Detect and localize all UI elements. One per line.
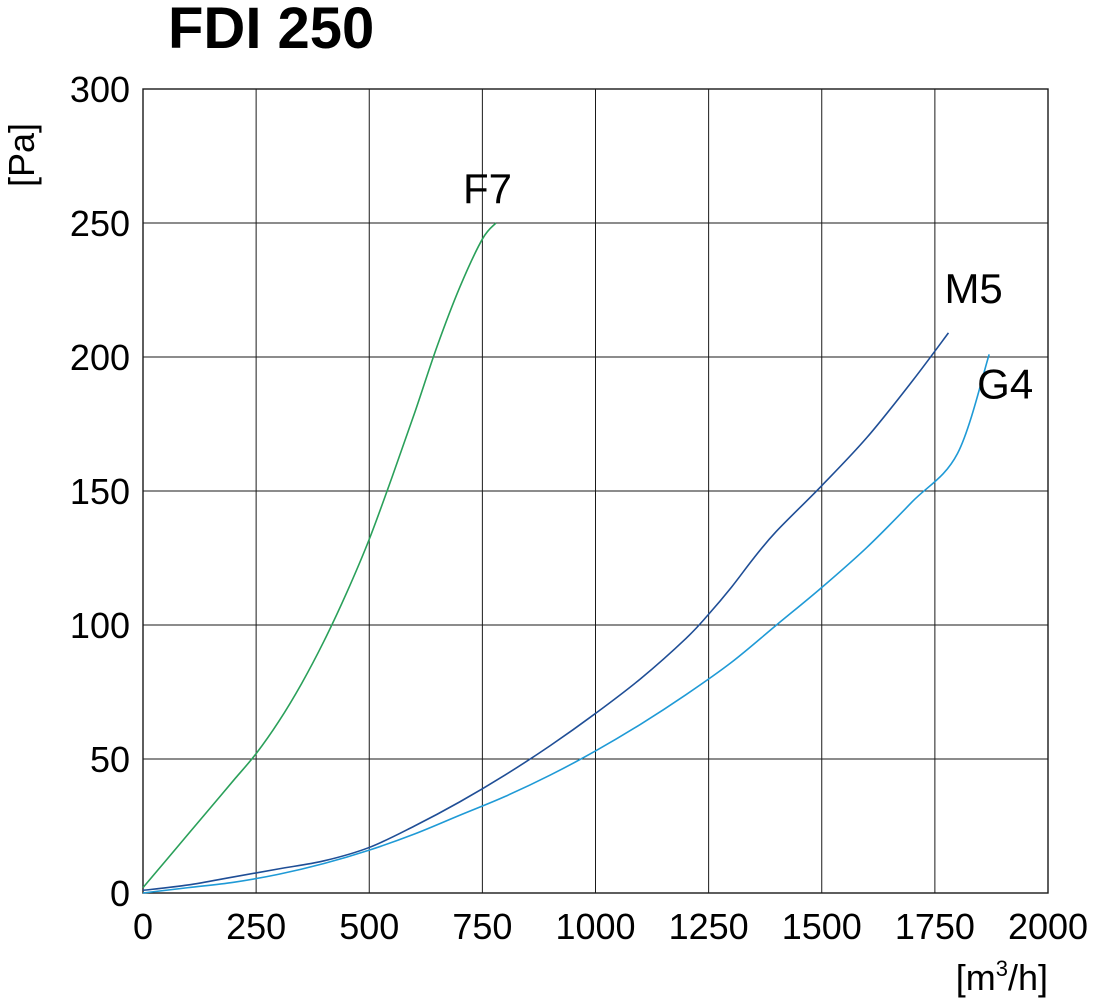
x-tick-label: 1250	[669, 906, 749, 947]
y-tick-label: 50	[90, 739, 130, 780]
x-tick-label: 1750	[895, 906, 975, 947]
y-tick-label: 150	[70, 471, 130, 512]
y-tick-label: 300	[70, 69, 130, 110]
x-tick-label: 250	[226, 906, 286, 947]
series-label-g4: G4	[977, 360, 1033, 407]
series-line-m5	[142, 332, 950, 892]
x-tick-label: 750	[452, 906, 512, 947]
grid	[142, 88, 1049, 894]
y-axis-label: [Pa]	[1, 123, 42, 187]
chart-title: FDI 250	[168, 0, 374, 61]
x-axis-label-base: [m	[956, 957, 996, 998]
x-axis-label-superscript: 3	[996, 956, 1008, 981]
series-label-m5: M5	[944, 265, 1002, 312]
x-axis-label: [m3/h]	[956, 956, 1048, 998]
x-tick-label: 1000	[555, 906, 635, 947]
x-tick-label: 1500	[782, 906, 862, 947]
x-axis-label-tail: /h]	[1008, 957, 1048, 998]
series-label-f7: F7	[463, 165, 512, 212]
x-tick-label: 2000	[1008, 906, 1088, 947]
series-layer: F7 M5 G4	[142, 165, 1033, 894]
plot-frame	[142, 88, 1049, 894]
x-tick-label: 0	[133, 906, 153, 947]
series-line-f7	[142, 222, 497, 889]
y-tick-label: 250	[70, 203, 130, 244]
tick-labels: 0 250 500 750 1000 1250 1500 1750 2000 0 50 100 150 2…	[70, 69, 1088, 947]
y-tick-label: 0	[110, 873, 130, 914]
y-tick-label: 200	[70, 337, 130, 378]
y-tick-label: 100	[70, 605, 130, 646]
x-tick-label: 500	[339, 906, 399, 947]
series-line-g4	[142, 354, 990, 894]
